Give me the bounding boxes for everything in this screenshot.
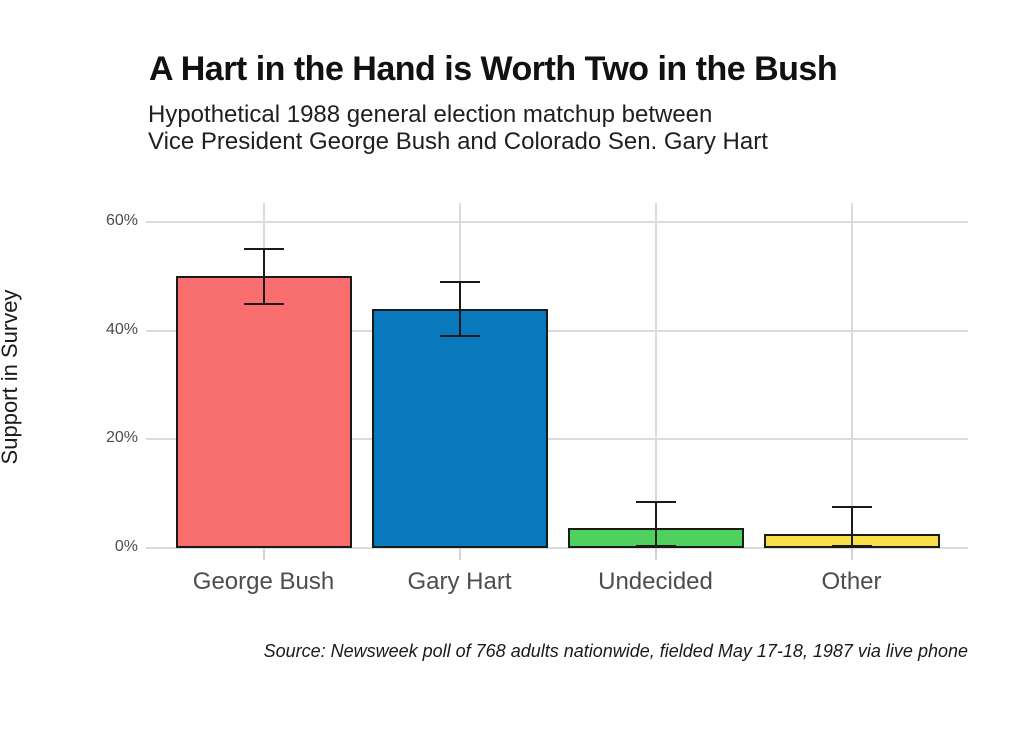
x-tick-mark bbox=[654, 548, 657, 560]
gridline-horizontal bbox=[146, 438, 968, 440]
error-bar-cap-bottom bbox=[243, 302, 284, 305]
y-tick-label: 40% bbox=[105, 321, 138, 338]
y-tick-label: 60% bbox=[105, 212, 138, 229]
y-tick-label: 20% bbox=[105, 429, 138, 446]
x-tick-label: George Bush bbox=[192, 568, 335, 595]
chart-subtitle: Hypothetical 1988 general election match… bbox=[148, 101, 768, 155]
error-bar-cap-bottom bbox=[635, 544, 676, 547]
error-bar-stem bbox=[850, 507, 853, 547]
error-bar-cap-top bbox=[635, 500, 676, 503]
x-tick-mark bbox=[262, 548, 265, 560]
gridline-horizontal bbox=[146, 221, 968, 223]
gridline-vertical bbox=[654, 203, 657, 548]
x-tick-label: Gary Hart bbox=[407, 568, 512, 595]
error-bar-cap-top bbox=[831, 506, 872, 509]
error-bar-stem bbox=[262, 249, 265, 304]
bar bbox=[371, 308, 548, 548]
error-bar-cap-top bbox=[243, 248, 284, 251]
error-bar-stem bbox=[654, 501, 657, 546]
gridline-horizontal bbox=[146, 330, 968, 332]
error-bar-cap-bottom bbox=[439, 335, 480, 338]
y-tick-label: 0% bbox=[114, 538, 138, 555]
chart-title: A Hart in the Hand is Worth Two in the B… bbox=[149, 50, 838, 88]
x-tick-mark bbox=[458, 548, 461, 560]
chart-caption: Source: Newsweek poll of 768 adults nati… bbox=[263, 641, 968, 661]
error-bar-cap-bottom bbox=[831, 545, 872, 548]
error-bar-cap-top bbox=[439, 280, 480, 283]
error-bar-stem bbox=[458, 281, 461, 337]
x-tick-label: Other bbox=[821, 568, 882, 595]
bar bbox=[175, 276, 352, 548]
gridline-horizontal bbox=[146, 547, 968, 549]
gridline-vertical bbox=[850, 203, 853, 548]
x-tick-mark bbox=[850, 548, 853, 560]
x-tick-label: Undecided bbox=[598, 568, 713, 595]
